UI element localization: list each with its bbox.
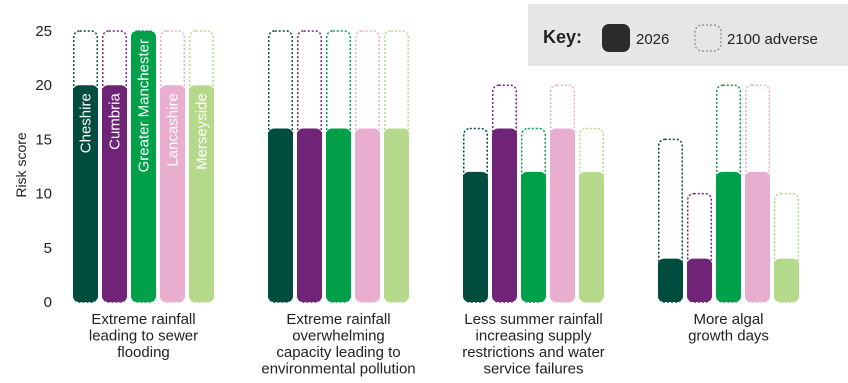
legend-title: Key: — [543, 27, 582, 47]
y-tick-label: 15 — [35, 131, 52, 148]
y-tick-label: 25 — [35, 23, 52, 40]
legend-label-2100-adverse: 2100 adverse — [727, 31, 818, 48]
bar-2100-adverse-cumbria — [102, 30, 127, 303]
legend-swatch-2026 — [602, 24, 630, 52]
bar-2026-greater-manchester — [521, 171, 546, 302]
bar-2026-greater-manchester — [716, 171, 741, 302]
bar-2026-lancashire — [355, 128, 380, 302]
bar-2026-cheshire — [658, 258, 683, 302]
bar-label-merseyside: Merseyside — [194, 93, 211, 170]
bar-2026-cumbria — [102, 85, 127, 302]
bar-label-greater-manchester: Greater Manchester — [136, 39, 153, 172]
y-tick-label: 0 — [44, 294, 52, 311]
bar-2026-lancashire — [160, 85, 185, 302]
bar-2026-cheshire — [463, 171, 488, 302]
bar-2026-greater-manchester — [131, 31, 156, 302]
y-tick-label: 5 — [44, 240, 52, 257]
bar-2026-cheshire — [73, 85, 98, 302]
bar-2026-lancashire — [745, 171, 770, 302]
bars: Cheshire Cumbria Greater Manchester Lancash… — [73, 30, 799, 303]
y-tick-label: 20 — [35, 77, 52, 94]
bar-2100-adverse-cheshire — [73, 30, 98, 303]
bar-2100-adverse-lancashire — [160, 30, 185, 303]
category-label: More algal growth days — [688, 311, 769, 345]
bar-2026-merseyside — [384, 128, 409, 302]
bar-2026-merseyside — [579, 171, 604, 302]
bar-2100-adverse-cheshire — [268, 30, 293, 303]
bar-2026-cumbria — [687, 258, 712, 302]
bar-2026-cumbria — [297, 128, 322, 302]
bar-label-cumbria: Cumbria — [107, 93, 124, 150]
bar-label-cheshire: Cheshire — [78, 93, 95, 153]
y-axis: 0 5 10 15 20 25 — [35, 23, 52, 311]
bar-2026-lancashire — [550, 128, 575, 302]
legend: Key: 2026 2100 adverse — [528, 4, 848, 66]
category-label: Extreme rainfall leading to sewer flooding — [89, 311, 198, 361]
category-labels: Extreme rainfall leading to sewer flooding… — [89, 311, 769, 378]
y-axis-label: Risk score — [13, 132, 29, 198]
legend-background — [528, 4, 848, 66]
bar-label-lancashire: Lancashire — [165, 93, 182, 166]
category-label: Extreme rainfall overwhelming capacity lea… — [261, 311, 415, 378]
bar-2026-cumbria — [492, 128, 517, 302]
y-tick-label: 10 — [35, 186, 52, 203]
bar-2100-adverse-cheshire — [658, 138, 683, 303]
bar-2100-adverse-greater-manchester — [326, 30, 351, 303]
bar-2026-merseyside — [774, 258, 799, 302]
bar-2100-adverse-merseyside — [189, 30, 214, 303]
bar-2026-greater-manchester — [326, 128, 351, 302]
bar-2026-merseyside — [189, 85, 214, 302]
bar-2026-cheshire — [268, 128, 293, 302]
bar-2100-adverse-cumbria — [297, 30, 322, 303]
bar-2100-adverse-lancashire — [355, 30, 380, 303]
legend-label-2026: 2026 — [636, 31, 669, 48]
category-label: Less summer rainfall increasing supply res… — [462, 311, 605, 378]
bar-2100-adverse-merseyside — [384, 30, 409, 303]
legend-swatch-2100-adverse — [694, 24, 722, 52]
